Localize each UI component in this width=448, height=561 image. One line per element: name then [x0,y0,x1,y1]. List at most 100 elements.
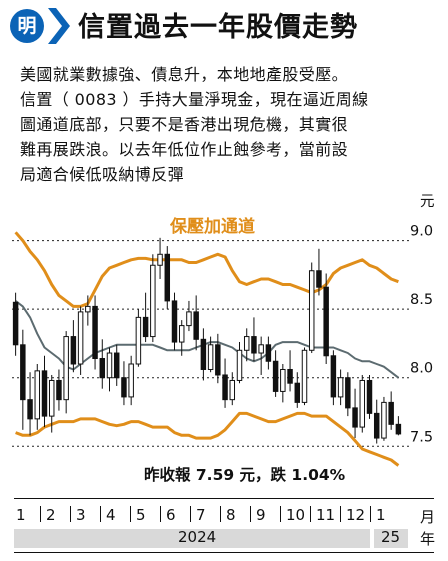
candle-body [381,401,387,439]
candle-body [193,311,199,340]
candle-body [113,352,120,379]
candle-body [258,344,264,354]
month-tick [160,506,161,522]
month-label: 10 [286,506,306,524]
candle-body [316,270,322,288]
month-label: 7 [196,506,206,524]
y-tick-label: 7.5 [410,429,433,445]
month-tick [220,506,221,522]
candle-body [308,270,315,351]
candle-body [20,344,26,401]
year-band-2024 [14,529,370,548]
y-tick-label: 9.0 [410,224,433,240]
year-label-2024: 2024 [178,528,217,546]
description-line: 美國就業數據強、債息升，本地地產股受壓。 [20,65,349,84]
candle-body [70,336,77,365]
candle-body [345,377,351,409]
candle-body [41,370,48,417]
candle-body [337,377,344,398]
candle-body [222,374,228,401]
month-label: 3 [76,506,86,524]
candle-body [77,311,84,365]
chart-bands [14,231,400,467]
brand-logo: 明 [10,9,44,43]
candle-body [352,407,358,428]
month-unit: 月 [420,508,436,526]
year-label-2025: 25 [381,528,401,546]
month-label: 5 [136,506,146,524]
y-tick-label: 8.5 [410,292,433,308]
candle-body [142,316,149,338]
chart-gridlines [12,240,412,447]
year-unit: 年 [420,530,436,548]
candle-body [135,316,142,365]
month-tick [40,506,41,522]
candle-body [251,336,257,354]
candle-body [366,379,373,414]
candle-body [85,305,91,313]
month-label: 9 [256,506,266,524]
axis-top-rule [14,498,434,499]
lower-channel-line [15,411,400,467]
candle-body [63,336,69,401]
candle-body [301,349,308,403]
article-description: 美國就業數據強、債息升，本地地產股受壓。 信置（ 0083 ）手持大量淨現金，現… [20,62,438,187]
month-label: 4 [106,506,116,524]
candle-body [56,379,62,401]
candle-body [243,336,250,351]
candle-body [171,300,178,343]
upper-channel-line [14,231,399,308]
y-axis-unit: 元 [420,194,435,210]
candle-body [323,286,329,357]
last-close-note: 昨收報 7.59 元，跌 1.04% [144,465,346,484]
candle-body [272,360,279,392]
candle-body [48,379,55,417]
chevron-icon [48,8,70,44]
description-line: 圖通道底部，只要不是香港出現危機，其實很 [20,115,349,134]
month-label: 8 [226,506,236,524]
month-tick [190,506,191,522]
candle-body [373,412,380,439]
month-tick [370,506,371,522]
candle-body [164,253,171,302]
candle-body [178,325,185,343]
candle-body [27,399,33,420]
moving-average-line [14,300,400,379]
month-label: 11 [316,506,336,524]
candle-body [215,344,221,376]
candle-body [121,377,127,398]
candle-body [12,301,19,346]
month-tick [340,506,341,522]
candle-body [280,368,286,392]
page-title: 信置過去一年股價走勢 [78,12,358,43]
month-tick [130,506,131,522]
candle-body [395,423,402,435]
candle-body [330,355,337,398]
chart-candles [12,237,402,444]
candle-body [157,253,163,266]
description-line: 局適合候低吸納博反彈 [20,165,185,184]
candle-body [294,382,301,403]
month-tick [70,506,71,522]
stock-chart: 9.0 8.5 8.0 7.5 元 保壓加通道 昨收報 7.59 元，跌 1.04% [12,194,435,484]
month-tick [280,506,281,522]
candle-body [92,305,98,360]
month-label: 1 [376,506,386,524]
candle-body [128,363,134,398]
month-tick [100,506,101,522]
chart-y-axis: 9.0 8.5 8.0 7.5 [410,224,433,446]
month-label: 1 [16,506,26,524]
candle-body [265,344,272,362]
axis-bottom-rule [14,552,434,553]
description-line: 信置（ 0083 ）手持大量淨現金，現在逼近周線 [20,90,369,109]
candle-body [34,370,41,420]
candle-body [207,344,214,370]
candle-body [200,338,207,370]
candle-body [186,311,192,327]
month-tick [250,506,251,522]
brand-logo-glyph: 明 [17,15,37,37]
candle-body [388,401,394,425]
candle-body [99,358,106,379]
candle-body [229,379,236,401]
y-tick-label: 8.0 [410,361,433,377]
